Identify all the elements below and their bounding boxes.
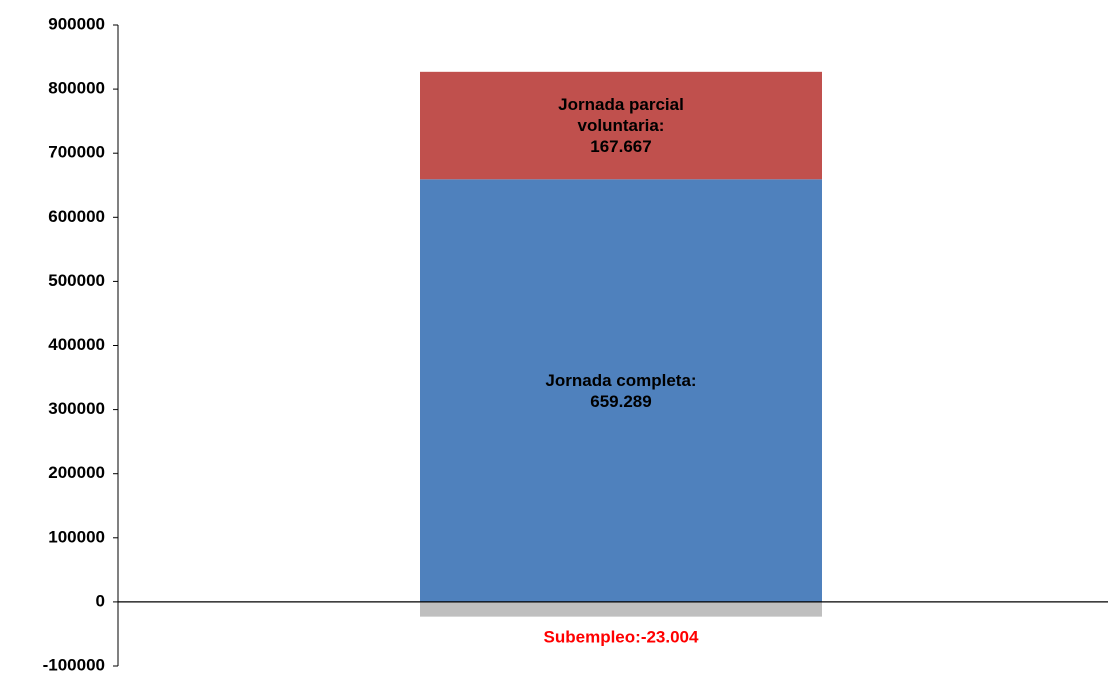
y-tick-label: 200000 (48, 463, 105, 482)
y-tick-label: 700000 (48, 143, 105, 162)
bar-segment (420, 71, 822, 180)
y-tick-label: 100000 (48, 527, 105, 546)
y-tick-label: 400000 (48, 335, 105, 354)
y-tick-label: 600000 (48, 207, 105, 226)
y-tick-label: 900000 (48, 14, 105, 33)
data-label: Subempleo:-23.004 (544, 628, 699, 647)
data-label-box: Jornada parcial voluntaria: 167.667 (420, 72, 822, 179)
data-label-box: Jornada completa: 659.289 (420, 179, 822, 602)
bar-segment (420, 179, 822, 602)
y-tick-label: -100000 (43, 655, 105, 674)
y-tick-label: 500000 (48, 271, 105, 290)
data-label: Jornada completa:659.289 (420, 179, 822, 602)
value-label: 659.289 (590, 391, 652, 411)
value-label: -23.004 (641, 628, 699, 647)
value-label: 167.667 (590, 137, 652, 157)
series-name: Subempleo: (544, 628, 641, 647)
bar-segment (420, 601, 822, 617)
y-tick-label: 0 (96, 591, 105, 610)
series-name: Jornada parcial voluntaria: (558, 95, 684, 136)
y-tick-label: 800000 (48, 79, 105, 98)
y-tick-label: 300000 (48, 399, 105, 418)
data-label: Jornada parcial voluntaria:167.667 (420, 72, 822, 179)
series-name: Jornada completa: (545, 370, 697, 390)
